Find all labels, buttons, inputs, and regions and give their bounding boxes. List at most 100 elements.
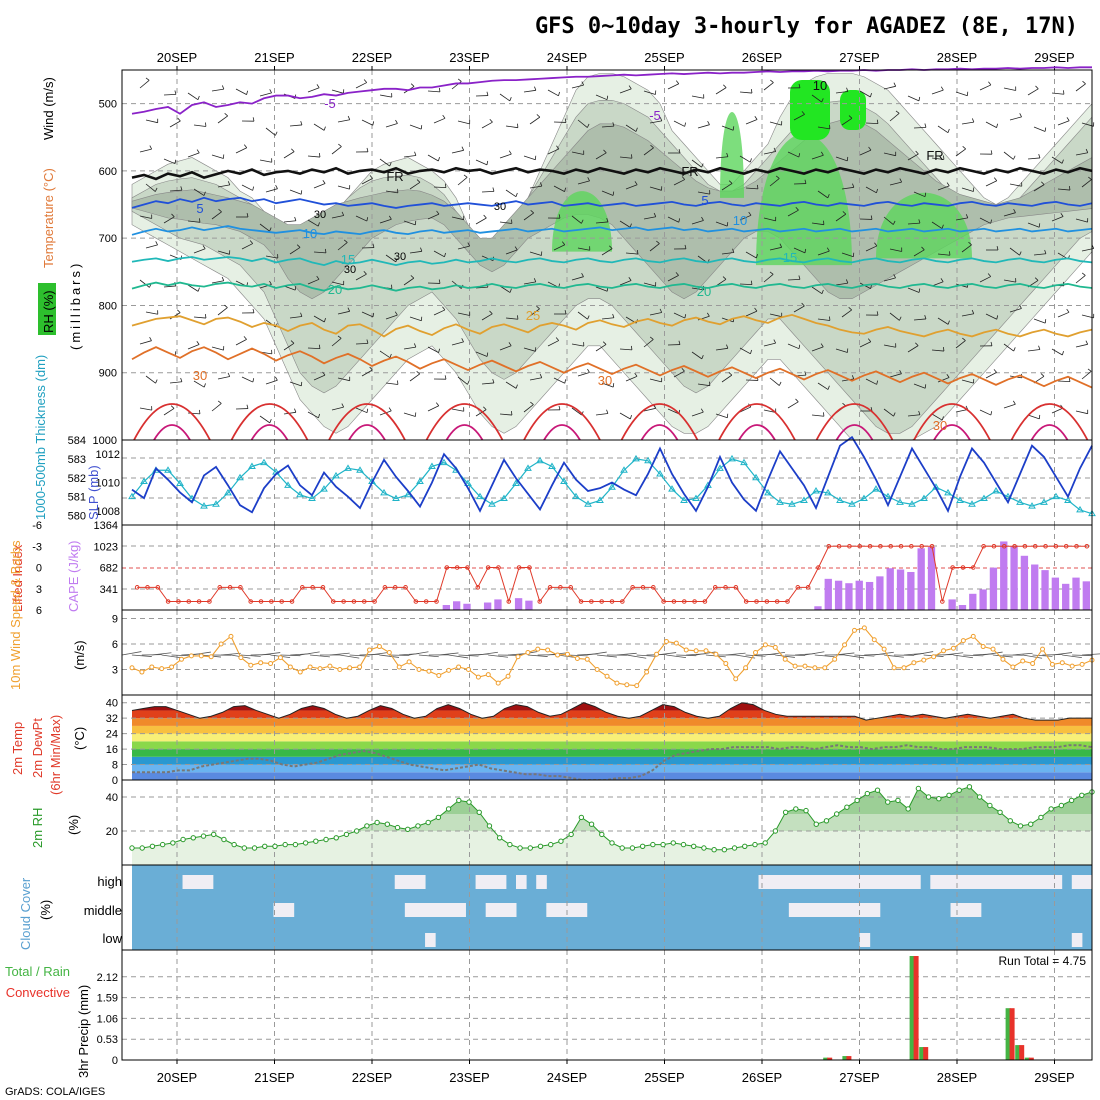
cape-bar [453,601,461,610]
wind-barb [457,376,468,385]
wind-barb-flag [197,287,200,292]
rh2m-point [333,835,339,841]
wind-barb [409,316,422,322]
wind-barb-flag [659,117,663,122]
lifted-index-point [485,565,491,570]
pressure-tick-label: 1000 [93,435,117,447]
wind-barb-flag [701,355,704,360]
wind10m-point [693,648,699,654]
thickness-point [608,483,616,490]
wind-barb [523,155,536,161]
wind-barb [571,276,584,281]
wind-barb-flag [461,338,464,343]
isotherm-35-arc [1010,403,1089,441]
thickness-point [296,490,304,498]
wind-barb-flag [145,77,150,81]
temp2m-band [132,725,1092,734]
wind-barb [793,114,805,121]
wind-barb [235,339,247,346]
wind-barb-flag [389,162,392,167]
wind-barb [817,250,830,256]
wind-barb [409,124,422,130]
wind-barb-flag [1060,213,1064,217]
surface-wind-barb [775,654,795,658]
wind-barb [289,189,302,195]
surface-wind-barb [161,654,182,659]
wind-barb [865,122,879,125]
wind-barb-flag [899,370,902,374]
surface-wind-barb [1012,652,1033,656]
wind10m-point [386,650,392,655]
wind-barb [955,217,968,221]
wind-barb [979,84,992,91]
wind-barb [163,93,177,96]
cloud-cell-middle [404,903,416,917]
lifted-index-point [589,599,594,604]
cloud-cell-high [778,875,790,889]
temp2m-band [132,756,1092,765]
wind-barb [595,344,607,352]
wind-barb-flag [275,131,278,136]
surface-wind-barb [478,651,498,656]
wind-barb [451,341,464,346]
wind-barb [217,376,230,380]
wind-barb [673,120,685,127]
wind-barb-flag [483,406,487,410]
wind-barb-flag [941,224,944,229]
wind-barb [601,317,614,320]
wind-barb [427,213,440,220]
wind10m-point [792,663,798,669]
rh2m-point [691,843,697,849]
wind-barb-flag [509,97,512,102]
wind-barb [817,318,830,321]
wind-barb-flag [678,218,681,223]
rh2m-point [997,809,1003,815]
surface-wind-barb [587,651,607,656]
temp2m-band [132,741,1092,750]
thickness-point [752,473,760,481]
lifted-index-point [867,543,873,549]
wind-barb-flag [558,91,560,96]
cape-axis-label: CAPE (J/kg) [66,540,81,612]
cape-bar [525,600,533,610]
lifted-index-point [558,585,563,590]
lifted-index-point [795,585,801,590]
wind-barb [433,117,446,124]
lifted-index-point [145,585,150,590]
wind-barb-flag [438,87,441,92]
wind-barb [577,119,588,128]
wind-barb [769,121,782,126]
wind-barb [835,156,848,162]
wind-barb [457,120,470,125]
wind-barb [361,311,374,318]
wind-barb [913,249,925,257]
wind-barb [601,190,614,196]
wind-barb [835,91,848,94]
wind-barb [385,314,398,320]
wind-barb [961,379,974,384]
wind-barb-flag [924,384,927,389]
wind-barb-flag [581,273,584,277]
wind-barb-flag [701,216,704,221]
wind-barb [643,407,656,412]
wind-barb-flag [581,219,584,224]
isotherm-35-arc [620,403,699,441]
isotherm-35-arc [328,403,406,441]
contour-label: -5 [649,108,661,123]
wind10m-point [654,651,660,657]
wind-barb [1033,253,1046,256]
wind-barb-flag [801,302,805,307]
cloud-cell-high [879,875,891,889]
wind-barb-flag [726,344,729,349]
cloud-cell-middle [839,903,850,917]
rh2m-axis-label: 2m RH [30,808,45,848]
date-label-bottom: 24SEP [547,1070,587,1085]
wind-barb-flag [1019,251,1022,256]
lifted-index-point [227,585,233,590]
wind10m-point [772,644,778,650]
lifted-index-point [217,585,223,590]
wind-barb-flag [324,318,326,323]
wind-barb [475,217,487,225]
wind10m-point [584,656,590,662]
wind10m-axis: 3 6 9 [112,614,118,677]
